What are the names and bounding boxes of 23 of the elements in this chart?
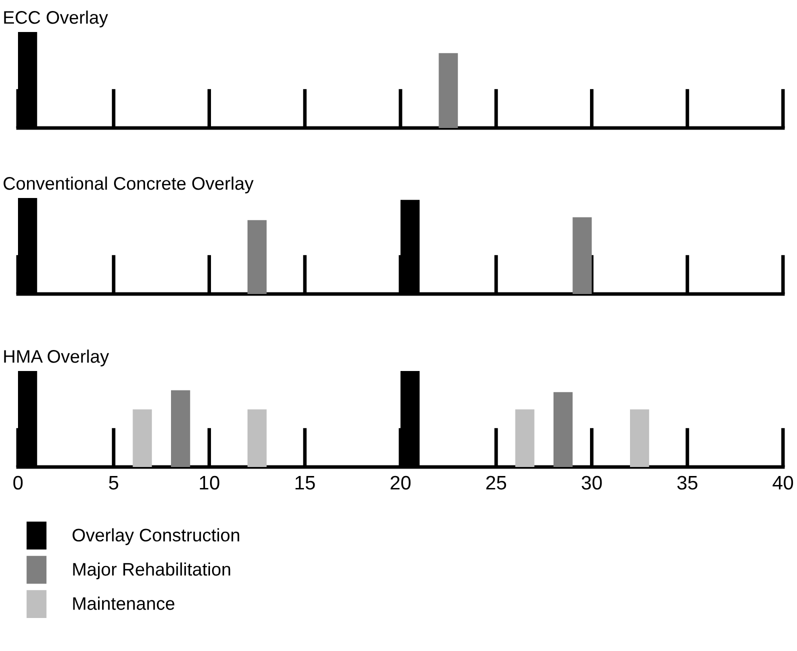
bar xyxy=(630,409,650,467)
bar xyxy=(248,220,267,294)
x-tick-label: 5 xyxy=(108,476,118,490)
bar xyxy=(248,409,267,467)
x-tick-label: 15 xyxy=(296,476,315,490)
bar xyxy=(572,217,592,294)
bar xyxy=(132,409,152,467)
x-tick-label: 40 xyxy=(772,476,794,490)
x-tick-label: 35 xyxy=(677,476,698,490)
x-tick-label: 0 xyxy=(13,476,23,490)
x-tick-label: 30 xyxy=(582,476,602,490)
legend-label: Major Rehabilitation xyxy=(73,562,230,580)
bar xyxy=(171,390,190,467)
chart-title: ECC Overlay xyxy=(4,10,108,28)
x-tick-label: 10 xyxy=(200,476,220,490)
chart-title: HMA Overlay xyxy=(4,350,110,366)
x-tick-label: 25 xyxy=(486,476,506,490)
x-tick-label: 20 xyxy=(390,476,411,490)
legend-label: Maintenance xyxy=(73,596,174,610)
bar xyxy=(554,392,573,467)
chart-title: Conventional Concrete Overlay xyxy=(4,176,254,194)
legend-label: Overlay Construction xyxy=(72,528,240,546)
bar xyxy=(515,409,534,467)
